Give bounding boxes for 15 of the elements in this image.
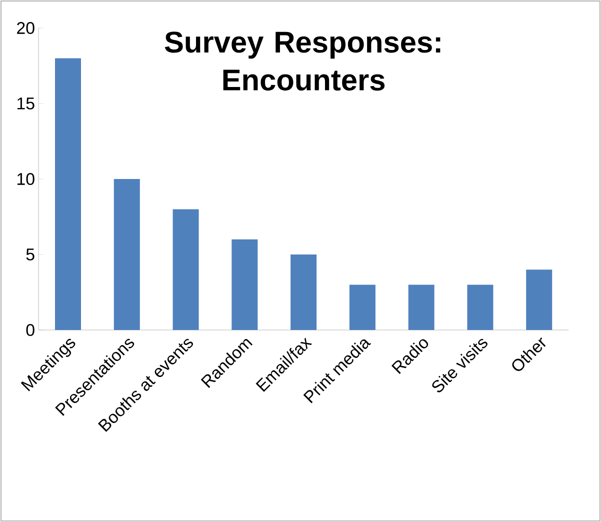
bar bbox=[290, 254, 317, 330]
text: Survey Responses: Encounters bbox=[164, 32, 440, 91]
bar bbox=[467, 284, 494, 330]
bar bbox=[232, 239, 258, 330]
y-tick-label: 0 bbox=[26, 324, 34, 336]
bar bbox=[408, 284, 434, 330]
bar bbox=[114, 178, 140, 330]
y-tick-label: 10 bbox=[17, 173, 34, 185]
bar bbox=[172, 209, 199, 330]
bar bbox=[349, 284, 376, 330]
y-tick-label: 20 bbox=[17, 22, 34, 34]
y-tick-label: 5 bbox=[26, 248, 34, 260]
y-tick-label: 15 bbox=[17, 98, 34, 110]
bar bbox=[526, 270, 552, 330]
bar bbox=[55, 58, 81, 330]
